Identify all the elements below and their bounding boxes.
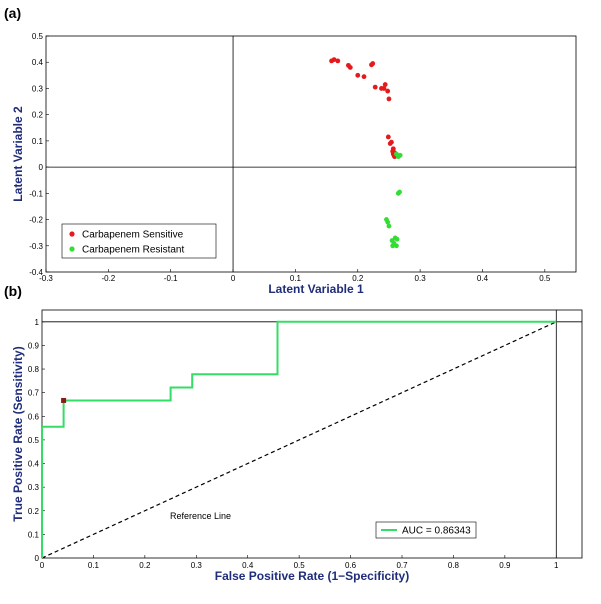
panel-a-zero-lines	[46, 36, 576, 272]
sensitive-point	[389, 139, 394, 145]
panel-b-label: (b)	[4, 283, 22, 299]
sensitive-point	[382, 82, 388, 87]
sensitive-point	[347, 65, 353, 70]
panel-b-y-tick-label: 1	[35, 318, 40, 327]
panel-b-x-tick-label: 0.3	[191, 561, 203, 570]
panel-a-y-tick-label: -0.2	[29, 216, 43, 225]
reference-line-annotation: Reference Line	[170, 511, 231, 521]
panel-b-x-tick-label: 0.6	[345, 561, 357, 570]
panel-a-y-axis-label: Latent Variable 2	[11, 106, 25, 202]
panel-a-x-tick-label: 0.4	[477, 274, 489, 283]
panel-b-y-tick-label: 0.2	[28, 507, 40, 516]
legend-label-sensitive: Carbapenem Sensitive	[82, 230, 184, 241]
panel-a-legend: Carbapenem Sensitive Carbapenem Resistan…	[61, 223, 217, 259]
panel-b-x-tick-label: 0.7	[396, 561, 408, 570]
panel-b-x-tick-label: 0	[40, 561, 45, 570]
resistant-point	[397, 189, 402, 195]
panel-b-x-tick-label: 0.8	[448, 561, 460, 570]
panel-b-x-tick-label: 1	[554, 561, 559, 570]
panel-a-x-tick-label: -0.2	[101, 274, 115, 283]
sensitive-point	[331, 57, 337, 62]
resistant-point	[394, 151, 399, 157]
panel-a-x-tick-label: 0.2	[352, 274, 364, 283]
panel-b-y-tick-label: 0.4	[28, 460, 40, 469]
resistant-point	[385, 219, 391, 225]
panel-a-y-tick-label: 0	[39, 163, 44, 172]
panel-b-x-tick-label: 0.5	[294, 561, 306, 570]
panel-b-y-tick-label: 0.8	[28, 365, 40, 374]
panel-b-y-tick-label: 0.9	[28, 341, 40, 350]
panel-b-x-tick-label: 0.9	[499, 561, 511, 570]
panel-a-x-tick-label: -0.1	[164, 274, 178, 283]
legend-label-resistant: Carbapenem Resistant	[82, 245, 184, 256]
resistant-point	[397, 152, 403, 158]
panel-b-y-tick-label: 0.3	[28, 483, 40, 492]
panel-b-y-axis-label: True Positive Rate (Sensitivity)	[11, 346, 25, 521]
resistant-point	[394, 236, 400, 242]
panel-a-x-axis-label: Latent Variable 1	[268, 282, 364, 296]
legend-marker-resistant	[69, 246, 75, 252]
panel-b-y-tick-label: 0.7	[28, 389, 40, 398]
panel-a-y-tick-label: -0.3	[29, 242, 43, 251]
panel-a-x-tick-label: 0.5	[539, 274, 551, 283]
panel-b-lines	[41, 310, 582, 559]
panel-a-y-tick-label: -0.4	[29, 268, 43, 277]
panel-b-y-ticks: 0 0.1 0.2 0.3 0.4 0.5 0.6 0.7 0.8 0.9 1	[28, 318, 45, 563]
panel-a-x-tick-label: 0	[231, 274, 236, 283]
panel-a-x-tick-label: 0.1	[290, 274, 302, 283]
resistant-point	[386, 223, 392, 229]
panel-a-y-ticks: -0.4 -0.3 -0.2 -0.1 0 0.1 0.2 0.3 0.4 0.5	[29, 32, 49, 277]
legend-marker-sensitive	[69, 231, 75, 237]
sensitive-point	[361, 74, 367, 80]
panel-b-x-tick-label: 0.4	[242, 561, 254, 570]
sensitive-point	[385, 88, 391, 94]
panel-a-y-tick-label: 0.1	[32, 137, 44, 146]
panel-a-x-tick-label: 0.3	[415, 274, 427, 283]
panel-a-legend-box	[61, 223, 217, 259]
sensitive-point	[335, 58, 341, 64]
sensitive-point	[381, 86, 387, 91]
panel-a-x-ticks: -0.3 -0.2 -0.1 0 0.1 0.2 0.3 0.4 0.5	[39, 269, 551, 283]
panel-a-label: (a)	[4, 5, 21, 21]
panel-a-y-tick-label: 0.4	[32, 58, 44, 67]
panel-b-x-tick-label: 0.2	[139, 561, 151, 570]
sensitive-point	[355, 72, 361, 78]
roc-curve	[41, 320, 557, 558]
reference-line	[41, 321, 557, 559]
panel-b-legend: AUC = 0.86343	[375, 521, 477, 539]
panel-b-legend-box	[375, 521, 477, 539]
resistant-point	[390, 243, 396, 249]
legend-label-roc: AUC = 0.86343	[402, 526, 471, 537]
panel-b-x-axis-label: False Positive Rate (1−Specificity)	[215, 569, 409, 583]
sensitive-point	[370, 61, 376, 66]
operating-point-marker	[61, 397, 67, 403]
panel-b-y-tick-label: 0.6	[28, 412, 40, 421]
resistant-point	[394, 243, 399, 249]
sensitive-point	[390, 146, 396, 152]
panel-b-y-tick-label: 0.5	[28, 436, 40, 445]
panel-a-y-tick-label: -0.1	[29, 189, 43, 198]
panel-a-x-tick-label: -0.3	[39, 274, 53, 283]
sensitive-point	[385, 134, 391, 140]
panel-a-y-tick-label: 0.5	[32, 32, 44, 41]
panel-b-y-tick-label: 0.1	[28, 530, 40, 539]
sensitive-point	[372, 84, 378, 90]
panel-a-y-tick-label: 0.2	[32, 111, 44, 120]
sensitive-point	[386, 96, 392, 102]
panel-b-x-tick-label: 0.1	[88, 561, 100, 570]
panel-a-y-tick-label: 0.3	[32, 84, 44, 93]
panel-b-y-tick-label: 0	[35, 554, 40, 563]
panel-a-points	[329, 57, 403, 249]
